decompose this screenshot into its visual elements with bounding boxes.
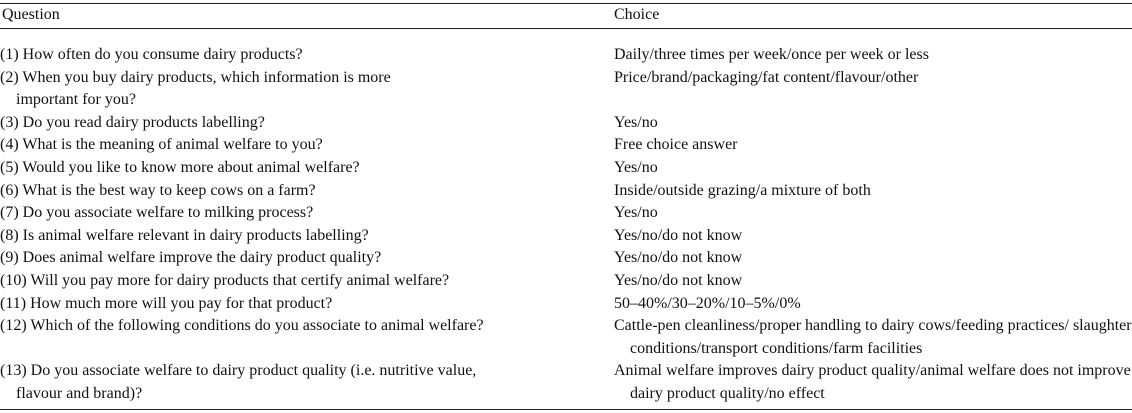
table-row: (5) Would you like to know more about an… (0, 157, 1132, 180)
table-row: (7) Do you associate welfare to milking … (0, 202, 1132, 225)
table-row: (2) When you buy dairy products, which i… (0, 67, 1132, 112)
question-cell: (5) Would you like to know more about an… (0, 158, 360, 176)
table-row: (4) What is the meaning of animal welfar… (0, 134, 1132, 157)
choice-cell: Yes/no/do not know (614, 271, 743, 289)
question-cell: (6) What is the best way to keep cows on… (0, 181, 316, 199)
choice-cell: Yes/no/do not know (614, 249, 743, 267)
table-row: (9) Does animal welfare improve the dair… (0, 247, 1132, 270)
question-cell: (4) What is the meaning of animal welfar… (0, 136, 323, 154)
choice-cell: Yes/no (614, 204, 658, 222)
header-question: Question (0, 3, 613, 29)
question-cell: (10) Will you pay more for dairy product… (0, 271, 450, 289)
choice-cell: Free choice answer (614, 136, 738, 154)
choice-cell: Yes/no (614, 158, 658, 176)
choice-cell: Cattle-pen cleanliness/proper handling t… (614, 317, 1132, 357)
survey-questions-table: Question Choice (1) How often do you con… (0, 3, 1132, 410)
choice-cell: Daily/three times per week/once per week… (614, 46, 929, 63)
choice-cell: Inside/outside grazing/a mixture of both (614, 181, 871, 199)
table-row: (3) Do you read dairy products labelling… (0, 112, 1132, 135)
question-cell: (8) Is animal welfare relevant in dairy … (0, 226, 369, 244)
header-row: Question Choice (0, 3, 1132, 29)
table-row: (13) Do you associate welfare to dairy p… (0, 360, 1132, 410)
question-cell: (9) Does animal welfare improve the dair… (0, 249, 382, 267)
question-cell: (2) When you buy dairy products, which i… (0, 68, 391, 109)
table-row: (6) What is the best way to keep cows on… (0, 180, 1132, 203)
table-row: (11) How much more will you pay for that… (0, 293, 1132, 316)
question-cell: (1) How often do you consume dairy produ… (0, 46, 303, 63)
choice-cell: 50–40%/30–20%/10–5%/0% (614, 294, 801, 312)
choice-cell: Animal welfare improves dairy product qu… (613, 360, 1132, 410)
table-row: (8) Is animal welfare relevant in dairy … (0, 225, 1132, 248)
table-row: (12) Which of the following conditions d… (0, 315, 1132, 360)
table-row: (1) How often do you consume dairy produ… (0, 29, 1132, 67)
question-cell: (13) Do you associate welfare to dairy p… (0, 360, 613, 410)
choice-cell: Price/brand/packaging/fat content/flavou… (614, 68, 919, 86)
table-row: (10) Will you pay more for dairy product… (0, 270, 1132, 293)
choice-cell: Yes/no/do not know (614, 226, 743, 244)
question-cell: (11) How much more will you pay for that… (0, 294, 333, 312)
choice-cell: Yes/no (614, 113, 658, 131)
question-cell: (3) Do you read dairy products labelling… (0, 113, 265, 131)
table-header: Question Choice (0, 3, 1132, 29)
question-cell: (12) Which of the following conditions d… (0, 317, 484, 335)
table-body: (1) How often do you consume dairy produ… (0, 29, 1132, 410)
header-choice: Choice (613, 3, 1132, 29)
question-cell: (7) Do you associate welfare to milking … (0, 204, 314, 222)
